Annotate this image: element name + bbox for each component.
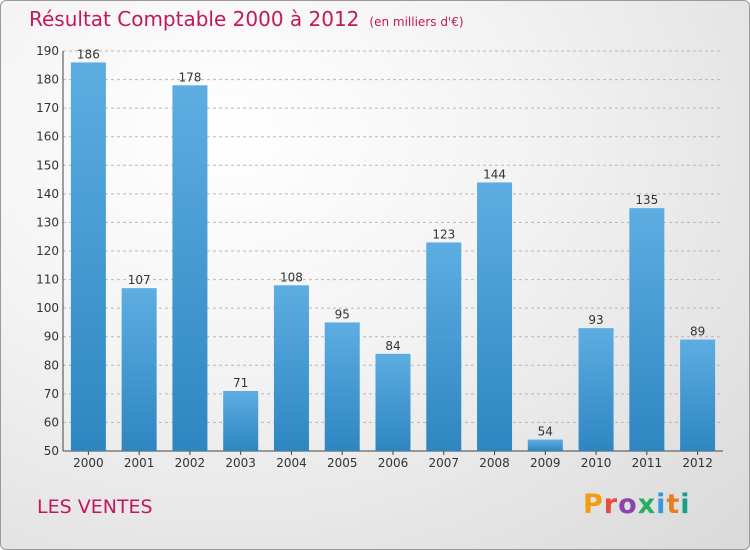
chart-title-main: Résultat Comptable 2000 à 2012 [29,7,360,31]
value-label-2006: 84 [385,339,400,353]
bar-2002 [172,85,208,452]
value-label-2010: 93 [588,313,603,327]
logo-letter: i [680,489,691,520]
x-tick-label-2004: 2004 [276,456,307,470]
value-label-2005: 95 [335,307,350,321]
x-tick-label-2011: 2011 [632,456,663,470]
bar-2010 [578,328,614,451]
chart-title-unit: (en milliers d'€) [369,15,464,29]
value-label-2004: 108 [280,270,303,284]
value-label-2011: 135 [635,193,658,207]
value-label-2009: 54 [538,425,553,439]
y-tick-label: 90 [44,330,59,344]
y-tick-label: 60 [44,415,59,429]
value-label-2007: 123 [432,227,455,241]
bar-2000 [70,62,106,452]
value-label-2008: 144 [483,167,506,181]
y-tick-label: 150 [36,158,59,172]
footer-label: LES VENTES [37,496,153,518]
x-tick-label-2002: 2002 [175,456,206,470]
y-tick-label: 50 [44,444,59,458]
value-label-2000: 186 [77,47,100,61]
bar-2004 [273,285,309,451]
bar-2009 [527,439,563,451]
y-tick-label: 170 [36,101,59,115]
bar-2001 [121,288,157,451]
x-tick-label-2005: 2005 [327,456,358,470]
y-tick-label: 100 [36,301,59,315]
x-tick-label-2006: 2006 [378,456,409,470]
value-label-2012: 89 [690,325,705,339]
logo-letter: i [656,489,667,520]
y-tick-label: 160 [36,130,59,144]
x-tick-label-2010: 2010 [581,456,612,470]
bar-2012 [680,339,716,451]
bars [70,62,716,452]
logo-letter: P [583,489,604,520]
x-tick-label-2000: 2000 [73,456,104,470]
x-tick-label-2007: 2007 [428,456,459,470]
x-tick-label-2001: 2001 [124,456,155,470]
logo-letter: o [618,489,638,520]
bar-2006 [375,353,411,451]
value-label-2003: 71 [233,376,248,390]
bar-2011 [629,208,665,451]
y-tick-label: 130 [36,215,59,229]
chart-title: Résultat Comptable 2000 à 2012 (en millie… [29,7,464,31]
y-tick-label: 120 [36,244,59,258]
x-tick-label-2008: 2008 [479,456,510,470]
x-tick-label-2009: 2009 [530,456,561,470]
value-label-2001: 107 [128,273,151,287]
x-tick-label-2003: 2003 [225,456,256,470]
bar-2003 [223,391,259,451]
y-tick-label: 110 [36,273,59,287]
labels: 2000 186 2001 107 2002 178 2003 71 2004 108 2005 95… [73,47,713,470]
y-tick-label: 80 [44,358,59,372]
logo-letter: r [603,489,619,520]
y-tick-label: 180 [36,73,59,87]
logo-letter: x [637,489,657,520]
logo-letter: t [666,489,681,520]
y-tick-label: 190 [36,44,59,58]
y-tick-label: 70 [44,387,59,401]
bar-2005 [324,322,360,451]
proxiti-logo: Proxiti [583,489,691,520]
value-label-2002: 178 [178,70,201,84]
y-tick-label: 140 [36,187,59,201]
bar-2008 [477,182,513,451]
bar-2007 [426,242,462,451]
x-tick-label-2012: 2012 [682,456,713,470]
